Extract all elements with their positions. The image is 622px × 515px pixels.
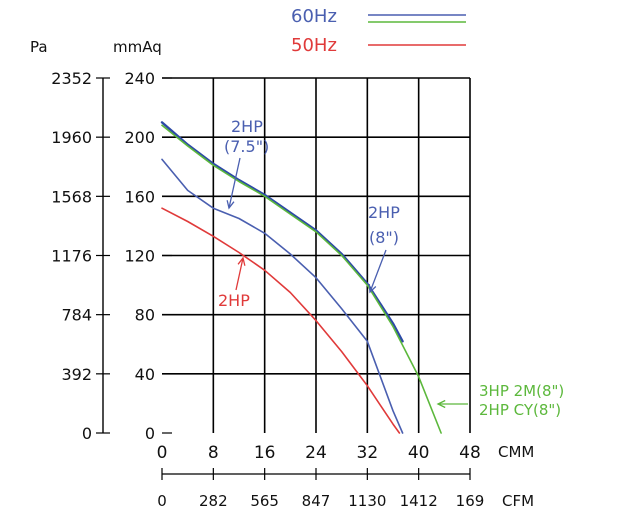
annotation-3hp-arrow-head bbox=[436, 399, 446, 409]
cmm-axis-title: CMM bbox=[498, 443, 534, 461]
cmm-tick-label: 0 bbox=[157, 443, 168, 463]
mmaq-axis-title: mmAq bbox=[113, 38, 162, 56]
series-line bbox=[161, 158, 404, 434]
series-line bbox=[160, 121, 404, 343]
annotation-2hp-50hz-label: 2HP bbox=[218, 291, 250, 310]
cfm-tick-label: 565 bbox=[250, 492, 279, 510]
pa-tick-label: 784 bbox=[61, 306, 92, 325]
annotation-2hp-75-arrow bbox=[228, 157, 241, 209]
annotation-2hp-75-label: 2HP bbox=[231, 117, 263, 136]
cmm-tick-label: 40 bbox=[408, 443, 430, 463]
legend-50hz-label: 50Hz bbox=[291, 35, 337, 56]
mmaq-tick-label: 120 bbox=[124, 247, 155, 266]
mmaq-tick-label: 240 bbox=[124, 69, 155, 88]
series-group bbox=[160, 121, 442, 434]
pa-tick-label: 1960 bbox=[51, 128, 92, 147]
cfm-tick-label: 0 bbox=[157, 492, 167, 510]
cmm-tick-label: 16 bbox=[254, 443, 276, 463]
annotation-2hp-8-arrow-head bbox=[368, 283, 377, 294]
pa-tick-label: 392 bbox=[61, 365, 92, 384]
mmaq-tick-label: 80 bbox=[135, 306, 155, 325]
mmaq-tick-label: 40 bbox=[135, 365, 155, 384]
pa-tick-label: 1568 bbox=[51, 187, 92, 206]
legend-60hz-label: 60Hz bbox=[291, 6, 337, 27]
axes: 03927841176156819602352Pa040801201602002… bbox=[30, 38, 534, 510]
mmaq-tick-label: 200 bbox=[124, 128, 155, 147]
annotation-2hp-50hz-arrow-head bbox=[237, 256, 246, 266]
annotation-2hp-8-size: (8") bbox=[369, 228, 399, 247]
cfm-axis-title: CFM bbox=[502, 492, 534, 510]
annotation-2hp-75-arrow-head bbox=[226, 200, 235, 210]
cmm-tick-label: 8 bbox=[208, 443, 219, 463]
cfm-tick-label: 1412 bbox=[400, 492, 438, 510]
mmaq-tick-label: 0 bbox=[145, 424, 155, 443]
series-line bbox=[161, 124, 442, 434]
cmm-tick-label: 32 bbox=[357, 443, 379, 463]
cmm-tick-label: 48 bbox=[459, 443, 481, 463]
pa-tick-label: 2352 bbox=[51, 69, 92, 88]
annotation-2hp-8-label: 2HP bbox=[368, 203, 400, 222]
annotation-2hp-8-arrow bbox=[369, 249, 387, 293]
cmm-tick-label: 24 bbox=[305, 443, 327, 463]
annotation-2hp-75-size: (7.5") bbox=[224, 137, 269, 156]
annotation-2hp-50hz-arrow bbox=[235, 257, 244, 291]
cfm-tick-label: 847 bbox=[302, 492, 331, 510]
grid bbox=[162, 77, 471, 433]
mmaq-tick-label: 160 bbox=[124, 187, 155, 206]
pa-tick-label: 0 bbox=[82, 424, 92, 443]
pa-tick-label: 1176 bbox=[51, 247, 92, 266]
series-line bbox=[161, 207, 401, 434]
cfm-tick-label: 1130 bbox=[348, 492, 386, 510]
pa-axis-title: Pa bbox=[30, 38, 48, 56]
annotation-3hp-label: 3HP 2M(8") bbox=[479, 382, 564, 400]
cfm-tick-label: 169 bbox=[456, 492, 485, 510]
cfm-tick-label: 282 bbox=[199, 492, 228, 510]
annotation-2hp-cy-label: 2HP CY(8") bbox=[479, 401, 561, 419]
